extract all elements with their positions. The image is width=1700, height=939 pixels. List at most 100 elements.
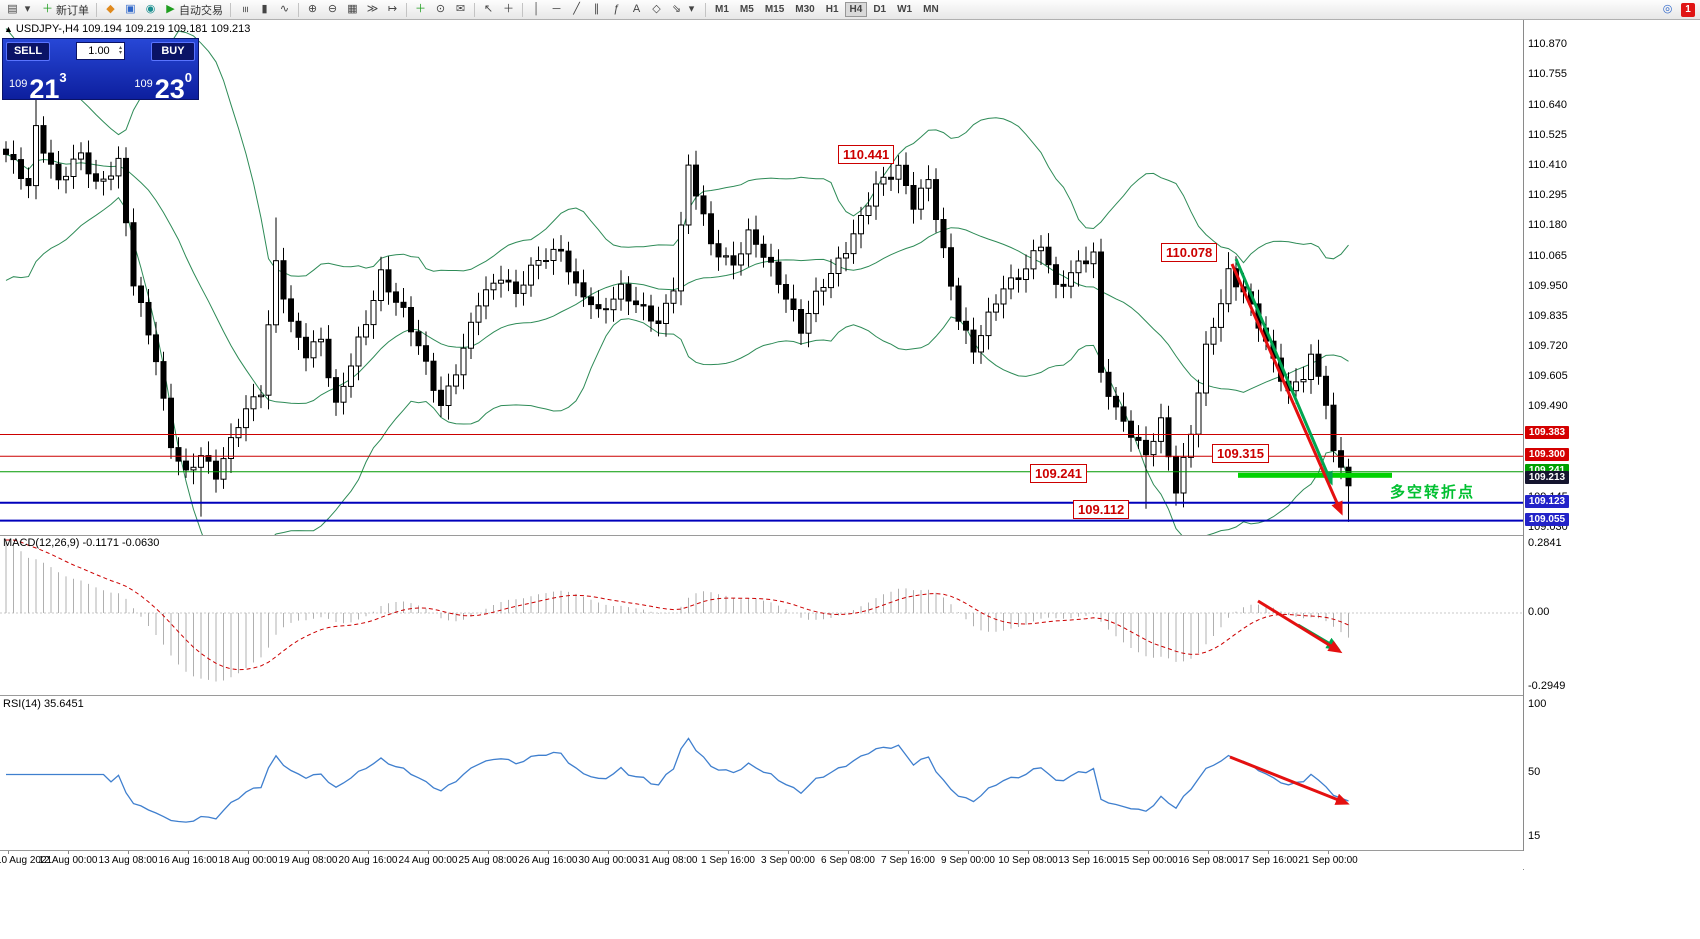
spin-up-icon[interactable]: ▴ bbox=[118, 45, 122, 51]
vertical-line-button[interactable]: │ bbox=[527, 1, 546, 18]
sell-price[interactable]: 109 21 3 bbox=[9, 63, 67, 104]
bar-chart-button[interactable]: ≡ bbox=[235, 1, 254, 18]
price-callout[interactable]: 110.078 bbox=[1161, 243, 1218, 262]
timeframe-m1[interactable]: M1 bbox=[715, 4, 729, 15]
price-callout[interactable]: 109.315 bbox=[1212, 444, 1269, 463]
time-tick bbox=[548, 851, 549, 854]
zoom-in-button[interactable]: ⊕ bbox=[303, 1, 322, 18]
spin-down-icon[interactable]: ▾ bbox=[118, 50, 122, 56]
new-order-button[interactable]: ＋ 新订单 bbox=[38, 1, 92, 18]
timeframe-h4[interactable]: H4 bbox=[844, 2, 868, 17]
volume-spinner[interactable]: ▴ ▾ bbox=[118, 45, 122, 56]
autotrade-label: 自动交易 bbox=[179, 4, 223, 17]
timeframe-w1[interactable]: W1 bbox=[897, 4, 913, 15]
rsi-indicator-pane[interactable] bbox=[0, 696, 1523, 849]
price-tick: 110.295 bbox=[1528, 189, 1567, 201]
line-chart-button[interactable]: ∿ bbox=[275, 1, 294, 18]
horizontal-line-button[interactable]: ─ bbox=[547, 1, 566, 18]
chart-shift-button[interactable]: ↦ bbox=[383, 1, 402, 18]
volume-input[interactable]: 1.00 ▴ ▾ bbox=[75, 42, 125, 60]
zoom-out-icon: ⊖ bbox=[327, 3, 338, 15]
periods-button[interactable]: ⊙ bbox=[431, 1, 450, 18]
auto-scroll-button[interactable]: ≫ bbox=[363, 1, 382, 18]
pane-separator[interactable] bbox=[0, 535, 1568, 536]
timeframe-m5[interactable]: M5 bbox=[739, 4, 754, 15]
turning-point-annotation[interactable]: 多空转折点 bbox=[1390, 484, 1476, 501]
mql-community-button[interactable]: ◆ bbox=[101, 1, 120, 18]
buy-button[interactable]: BUY bbox=[150, 41, 195, 61]
rsi-axis-tick: 15 bbox=[1528, 830, 1541, 842]
indicators-button[interactable]: ＋ bbox=[411, 1, 430, 18]
rsi-arrow-red[interactable] bbox=[1229, 755, 1350, 805]
time-tick bbox=[788, 851, 789, 854]
plus-icon: ＋ bbox=[42, 3, 53, 15]
toolbar-separator bbox=[705, 2, 706, 17]
timeframe-mn[interactable]: MN bbox=[923, 4, 939, 15]
macd-signal-line bbox=[6, 539, 1349, 671]
sell-price-prefix: 109 bbox=[9, 78, 28, 90]
cursor-button[interactable]: ↖ bbox=[479, 1, 498, 18]
templates-button[interactable]: ✉ bbox=[451, 1, 470, 18]
signals-icon: ◉ bbox=[145, 3, 156, 15]
time-label: 10 Aug 2021 bbox=[0, 855, 53, 866]
arrow-tool-icon: ⇘ bbox=[671, 3, 682, 15]
trend-arrow-red[interactable] bbox=[1230, 263, 1343, 516]
one-click-trading-panel: SELL 1.00 ▴ ▾ BUY 109 21 3 109 23 0 bbox=[2, 38, 199, 104]
time-label: 20 Aug 16:00 bbox=[338, 855, 398, 866]
signals-button[interactable]: ◉ bbox=[141, 1, 160, 18]
trend-arrow-green[interactable] bbox=[1234, 258, 1333, 486]
price-tick: 110.525 bbox=[1528, 129, 1567, 141]
new-chart-button[interactable]: ▤ ▾ bbox=[3, 1, 37, 18]
arrows-tool-button[interactable]: ⇘ ▾ bbox=[667, 1, 701, 18]
crosshair-icon: ＋ bbox=[503, 3, 514, 15]
channel-button[interactable]: ∥ bbox=[587, 1, 606, 18]
timeframe-d1[interactable]: D1 bbox=[873, 4, 887, 15]
price-badge: 109.123 bbox=[1525, 495, 1569, 508]
time-label: 13 Sep 16:00 bbox=[1058, 855, 1118, 866]
thick-green-segment[interactable] bbox=[1238, 472, 1392, 478]
time-tick bbox=[1028, 851, 1029, 854]
time-label: 18 Aug 00:00 bbox=[218, 855, 278, 866]
price-callout[interactable]: 109.241 bbox=[1030, 464, 1087, 483]
volume-value[interactable]: 1.00 bbox=[88, 45, 110, 57]
collapse-panel-icon[interactable]: ▲ bbox=[4, 24, 13, 34]
text-tool-icon: A bbox=[632, 3, 641, 15]
timeframe-m30[interactable]: M30 bbox=[795, 4, 815, 15]
fibonacci-button[interactable]: ƒ bbox=[607, 1, 626, 18]
indicators-plus-icon: ＋ bbox=[415, 3, 426, 15]
candlestick-chart-button[interactable]: ▮ bbox=[255, 1, 274, 18]
crosshair-button[interactable]: ＋ bbox=[499, 1, 518, 18]
shapes-button[interactable]: ◇ bbox=[647, 1, 666, 18]
time-tick bbox=[728, 851, 729, 854]
time-label: 7 Sep 16:00 bbox=[881, 855, 935, 866]
price-tick: 110.180 bbox=[1528, 219, 1567, 231]
tile-windows-button[interactable]: ▦ bbox=[343, 1, 362, 18]
notification-badge[interactable]: 1 bbox=[1681, 2, 1695, 17]
timeframe-h1[interactable]: H1 bbox=[825, 4, 839, 15]
shapes-icon: ◇ bbox=[652, 3, 661, 15]
macd-axis-tick: -0.2949 bbox=[1528, 680, 1566, 692]
sell-button[interactable]: SELL bbox=[6, 41, 50, 61]
autotrade-button[interactable]: ▶ 自动交易 bbox=[161, 1, 226, 18]
time-label: 6 Sep 08:00 bbox=[821, 855, 875, 866]
zoom-out-button[interactable]: ⊖ bbox=[323, 1, 342, 18]
time-tick bbox=[368, 851, 369, 854]
toolbar: ▤ ▾ ＋ 新订单 ◆ ▣ ◉ ▶ 自动交易 ≡ ▮ ∿ ⊕ ⊖ ▦ ≫ ↦ ＋ … bbox=[0, 0, 1700, 20]
toolbar-separator bbox=[406, 2, 407, 17]
macd-indicator-pane[interactable] bbox=[0, 536, 1523, 694]
market-button[interactable]: ▣ bbox=[121, 1, 140, 18]
price-callout[interactable]: 110.441 bbox=[838, 145, 895, 164]
rsi-axis-tick: 100 bbox=[1528, 698, 1547, 710]
time-tick bbox=[608, 851, 609, 854]
timeframe-m15[interactable]: M15 bbox=[764, 4, 785, 15]
trendline-button[interactable]: ╱ bbox=[567, 1, 586, 18]
pane-separator[interactable] bbox=[0, 695, 1568, 696]
fibonacci-icon: ƒ bbox=[613, 3, 620, 15]
price-callout[interactable]: 109.112 bbox=[1073, 500, 1130, 519]
text-tool-button[interactable]: A bbox=[627, 1, 646, 18]
search-button[interactable]: ◎ bbox=[1658, 1, 1677, 18]
macd-arrow-red[interactable] bbox=[1257, 599, 1343, 654]
buy-price[interactable]: 109 23 0 bbox=[134, 63, 192, 104]
price-badge: 109.213 bbox=[1525, 471, 1569, 484]
main-price-chart[interactable] bbox=[0, 18, 1523, 535]
